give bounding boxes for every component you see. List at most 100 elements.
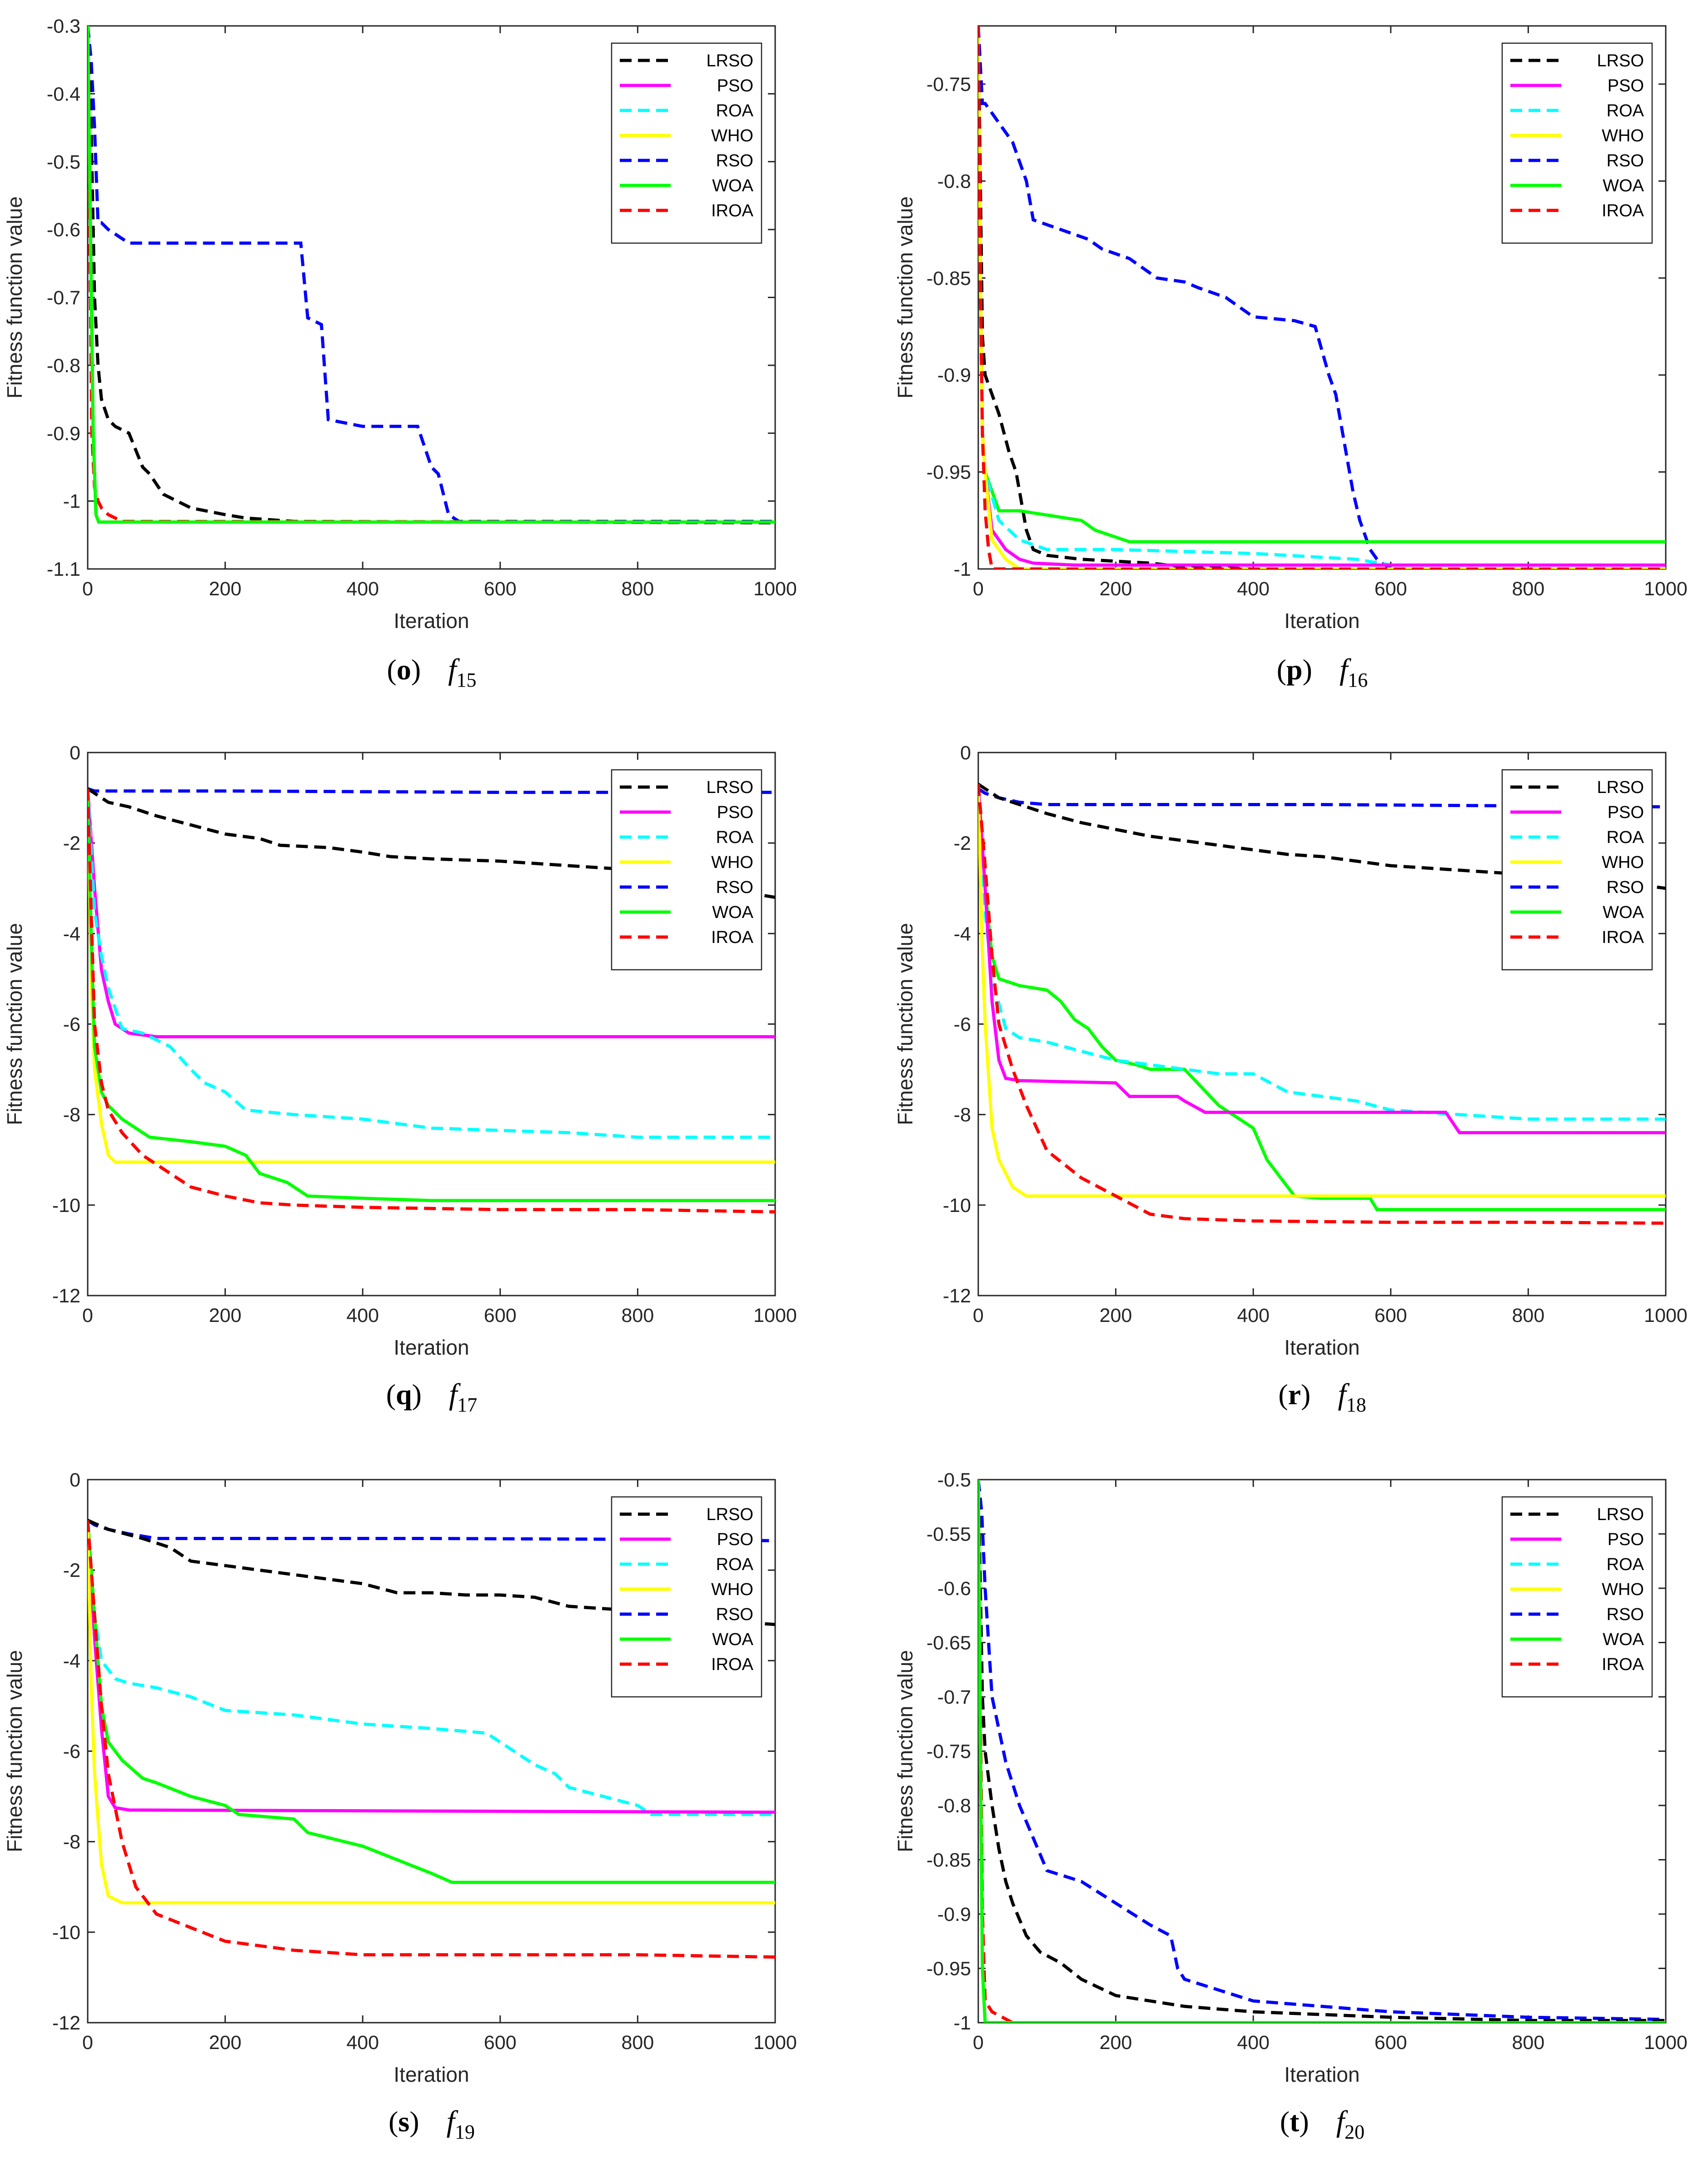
- legend-label-iroa: IROA: [711, 1655, 754, 1674]
- legend: LRSO PSO ROA WHO RSO WOA IROA: [1501, 769, 1653, 971]
- y-tick-label: -0.5: [47, 151, 80, 173]
- y-axis-label: Fitness function value: [893, 1650, 917, 1852]
- series-line-iroa: [88, 26, 775, 524]
- y-axis-label: Fitness function value: [893, 923, 917, 1125]
- series-line-rso: [88, 26, 775, 523]
- x-tick-label: 400: [1237, 2032, 1270, 2054]
- legend-label-iroa: IROA: [1602, 201, 1644, 220]
- x-tick-label: 800: [622, 1305, 654, 1326]
- legend: LRSO PSO ROA WHO RSO WOA IROA: [1501, 1496, 1653, 1698]
- y-tick-label: -0.3: [47, 15, 80, 37]
- y-tick-label: -8: [63, 1831, 80, 1853]
- legend: LRSO PSO ROA WHO RSO WOA IROA: [611, 42, 762, 244]
- y-tick-label: -0.95: [926, 1958, 971, 1980]
- x-tick-label: 200: [209, 1305, 242, 1326]
- y-tick-label: -4: [63, 923, 80, 945]
- legend-label-woa: WOA: [712, 1630, 753, 1649]
- y-tick-label: -1: [954, 2012, 971, 2034]
- y-tick-label: -8: [63, 1104, 80, 1126]
- y-axis-label: Fitness function value: [3, 923, 26, 1125]
- legend-label-roa: ROA: [1607, 828, 1644, 847]
- x-tick-label: 1000: [753, 578, 797, 600]
- legend: LRSO PSO ROA WHO RSO WOA IROA: [1501, 42, 1653, 244]
- x-tick-label: 600: [484, 1305, 517, 1326]
- series-line-lrso: [978, 1480, 1666, 2022]
- legend-label-pso: PSO: [717, 803, 753, 822]
- x-tick-label: 800: [1512, 578, 1545, 600]
- y-tick-label: -6: [954, 1014, 971, 1036]
- series-line-lrso: [978, 26, 1666, 569]
- y-tick-label: -8: [954, 1104, 971, 1126]
- series-line-lrso: [88, 787, 775, 899]
- series-line-lrso: [978, 783, 1666, 890]
- legend-label-iroa: IROA: [711, 201, 754, 220]
- x-tick-label: 0: [82, 1305, 93, 1326]
- y-tick-label: -0.7: [47, 287, 80, 309]
- x-tick-label: 800: [1512, 2032, 1545, 2054]
- x-tick-label: 800: [1512, 1305, 1545, 1326]
- legend-box: [1501, 42, 1653, 244]
- legend-label-iroa: IROA: [1602, 928, 1644, 947]
- y-tick-label: -1: [954, 558, 971, 580]
- series-line-pso: [978, 784, 1666, 1134]
- legend-label-roa: ROA: [1607, 101, 1644, 120]
- chart-panel-s: 0 200 400 600 800 1000 0 -2 -4 -6 -8 -10 -12 Iteratio…: [3, 1469, 797, 2143]
- y-tick-label: -0.8: [937, 1795, 971, 1817]
- legend-box: [1501, 769, 1653, 971]
- y-tick-label: -0.6: [47, 219, 80, 241]
- y-axis-label: Fitness function value: [893, 196, 917, 399]
- y-tick-label: -4: [63, 1650, 80, 1672]
- x-tick-label: 600: [1374, 578, 1407, 600]
- legend-label-rso: RSO: [1607, 878, 1644, 897]
- series-line-lrso: [88, 26, 775, 524]
- x-tick-label: 200: [1100, 578, 1132, 600]
- x-tick-label: 600: [1374, 2032, 1407, 2054]
- y-tick-label: -6: [63, 1741, 80, 1763]
- series-line-rso: [88, 1519, 775, 1542]
- x-axis-label: Iteration: [1284, 609, 1359, 633]
- legend-label-who: WHO: [711, 1580, 753, 1599]
- series-group: [978, 783, 1666, 1225]
- panel-caption: (t) f20: [1280, 2105, 1364, 2143]
- y-axis-label: Fitness function value: [3, 196, 26, 399]
- legend-label-iroa: IROA: [711, 928, 754, 947]
- y-tick-label: -0.5: [937, 1469, 971, 1491]
- series-group: [88, 1519, 775, 1959]
- x-tick-label: 1000: [1644, 1305, 1688, 1326]
- y-tick-label: -0.55: [926, 1524, 971, 1546]
- series-line-woa: [88, 1520, 775, 1884]
- x-tick-label: 200: [1100, 2032, 1132, 2054]
- x-tick-label: 0: [973, 1305, 984, 1326]
- x-tick-label: 0: [973, 578, 984, 600]
- legend-label-pso: PSO: [1608, 803, 1644, 822]
- y-tick-label: -10: [943, 1195, 971, 1217]
- y-tick-label: -0.75: [926, 74, 971, 95]
- y-tick-label: 0: [70, 742, 80, 764]
- x-axis-label: Iteration: [1284, 2063, 1359, 2086]
- y-tick-label: -0.6: [937, 1578, 971, 1600]
- x-tick-label: 400: [346, 1305, 379, 1326]
- series-line-who: [978, 784, 1666, 1198]
- legend: LRSO PSO ROA WHO RSO WOA IROA: [611, 1496, 762, 1698]
- y-tick-label: -0.8: [937, 170, 971, 192]
- y-tick-label: -2: [63, 1560, 80, 1581]
- legend-label-roa: ROA: [1607, 1555, 1644, 1574]
- series-line-rso: [978, 1480, 1666, 2021]
- legend-label-who: WHO: [711, 853, 753, 872]
- series-line-iroa: [88, 788, 775, 1214]
- x-tick-label: 400: [346, 2032, 379, 2054]
- legend-label-iroa: IROA: [1602, 1655, 1644, 1674]
- x-tick-label: 0: [973, 2032, 984, 2054]
- legend-label-who: WHO: [1602, 853, 1644, 872]
- legend-label-pso: PSO: [1608, 1530, 1644, 1549]
- legend-label-woa: WOA: [1603, 903, 1644, 922]
- series-group: [978, 1480, 1666, 2023]
- series-line-rso: [978, 787, 1666, 808]
- legend-label-lrso: LRSO: [707, 1505, 753, 1524]
- legend-box: [611, 42, 762, 244]
- legend-label-who: WHO: [1602, 126, 1644, 145]
- y-tick-label: -10: [52, 1922, 80, 1944]
- legend-label-lrso: LRSO: [1597, 778, 1644, 797]
- chart-panel-q: 0 200 400 600 800 1000 0 -2 -4 -6 -8 -10 -12 Iteratio…: [3, 742, 797, 1416]
- legend-label-roa: ROA: [716, 1555, 754, 1574]
